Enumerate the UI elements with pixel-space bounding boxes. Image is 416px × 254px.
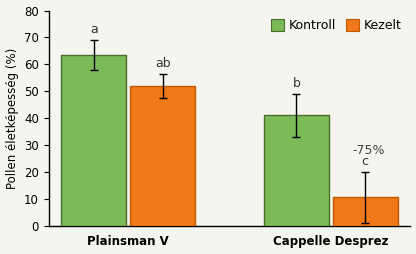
Bar [264, 116, 329, 226]
Text: b: b [292, 77, 300, 90]
Bar [333, 197, 398, 226]
Text: ab: ab [155, 57, 171, 70]
Text: c: c [362, 155, 369, 168]
Bar [130, 86, 195, 226]
Text: -75%: -75% [353, 144, 385, 157]
Legend: Kontroll, Kezelt: Kontroll, Kezelt [269, 17, 404, 35]
Y-axis label: Pollen életképesség (%): Pollen életképesség (%) [5, 47, 19, 189]
Bar [62, 55, 126, 226]
Text: a: a [90, 23, 98, 36]
